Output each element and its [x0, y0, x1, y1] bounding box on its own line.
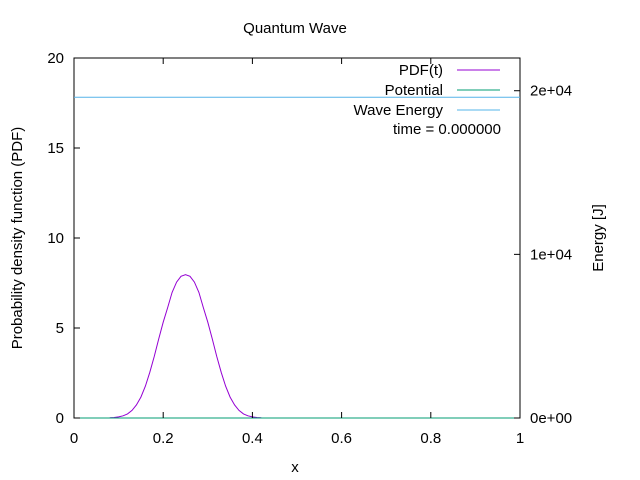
series-layer [74, 96, 520, 419]
y-tick-label: 0 [56, 410, 64, 427]
x-tick-label: 0.6 [331, 430, 352, 447]
y-axis-label: Probability density function (PDF) [9, 127, 26, 350]
x-tick-label: 0.4 [242, 430, 263, 447]
y-tick-label: 10 [47, 230, 64, 247]
x-axis-label: x [291, 459, 299, 476]
y2-tick-label: 2e+04 [530, 83, 572, 100]
time-annotation: time = 0.000000 [393, 121, 501, 138]
y-tick-label: 20 [47, 50, 64, 67]
legend: PDF(t) Potential Wave Energy [354, 62, 500, 119]
legend-label: PDF(t) [399, 62, 443, 79]
chart-title: Quantum Wave [243, 20, 347, 37]
y2-tick-label: 0e+00 [530, 410, 572, 427]
x-tick-label: 0.8 [420, 430, 441, 447]
x-tick-label: 0.2 [153, 430, 174, 447]
x-tick-label: 1 [516, 430, 524, 447]
y-tick-label: 5 [56, 320, 64, 337]
legend-label: Potential [385, 82, 443, 99]
plot-frame [73, 57, 521, 419]
y-tick-label: 15 [47, 140, 64, 157]
y2-axis-label: Energy [J] [590, 204, 607, 272]
plot-area [73, 57, 521, 419]
legend-label: Wave Energy [354, 102, 444, 119]
y2-tick-label: 1e+04 [530, 246, 572, 263]
series-line-1 [109, 274, 262, 419]
x-tick-label: 0 [70, 430, 78, 447]
